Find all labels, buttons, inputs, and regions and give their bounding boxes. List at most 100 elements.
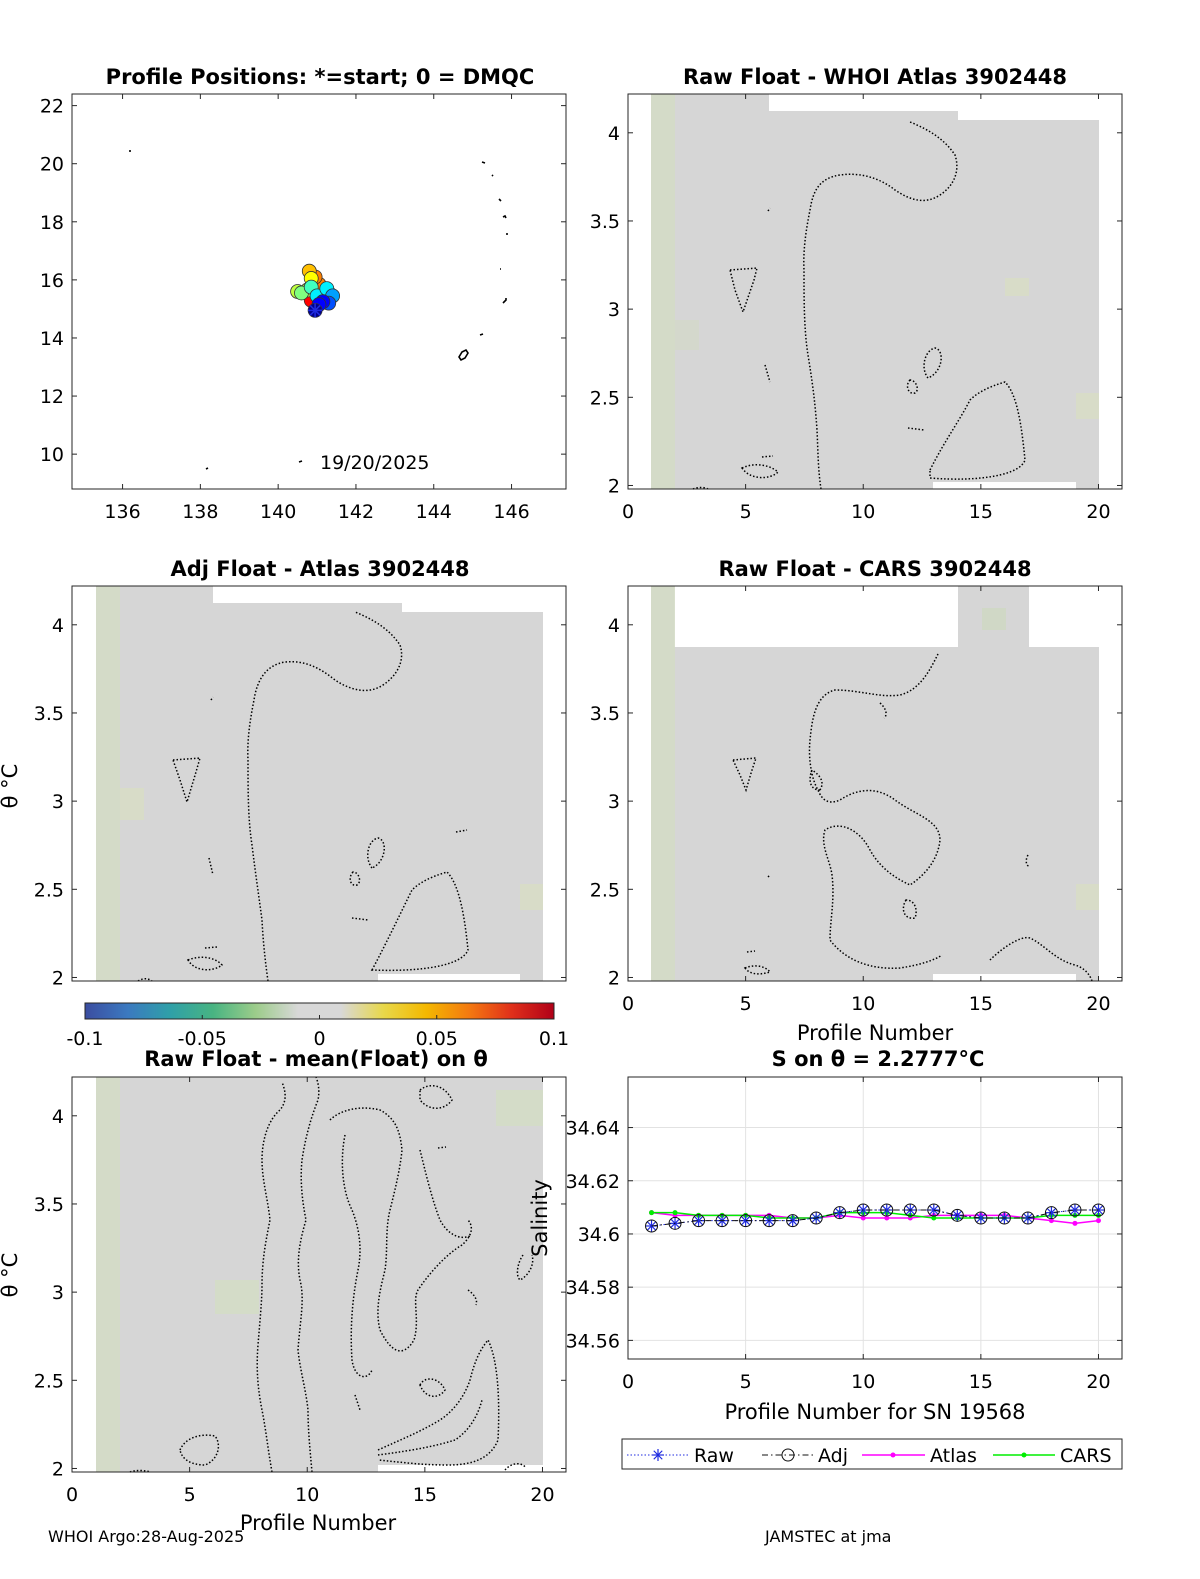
adj-panel-title: Adj Float - Atlas 3902448 [170,557,469,581]
salinity-panel-title: S on θ = 2.2777°C [772,1047,985,1071]
series-adj-point [645,1219,659,1233]
adj-ylabel: θ °C [0,764,22,809]
salinity-xtick-label: 5 [740,1371,752,1393]
cars-xlabel: Profile Number [797,1021,954,1045]
map-ytick-label: 10 [40,444,64,466]
whoi-xtick-label: 15 [969,501,993,523]
legend-adj-marker [781,1448,795,1462]
legend: Raw Adj Atlas CARS [621,1438,1123,1470]
series-adj-point [1068,1203,1082,1217]
map-ytick-label: 22 [40,96,64,118]
map-xtick-label: 136 [104,501,140,523]
map-ytick-label: 14 [40,328,64,350]
salinity-axes: 0 5 10 15 20 34.56 34.58 34.6 34.62 34.64 [566,1077,1122,1393]
mean-xtick-label: 15 [413,1484,437,1506]
legend-atlas: Atlas [930,1445,977,1467]
series-raw-point [882,1205,892,1215]
series-raw-point [787,1215,798,1226]
series-cars-point [672,1210,678,1216]
mean-xtick-label: 10 [295,1484,319,1506]
colorbar-tick-label: 0.05 [416,1028,458,1050]
legend-atlas-marker [890,1452,896,1458]
series-raw-point [693,1215,704,1226]
cars-ytick-label: 3.5 [590,703,620,725]
mean-xtick-label: 0 [66,1484,78,1506]
whoi-panel: 0 5 10 15 20 2 2.5 3 3.5 4 [590,93,1123,523]
series-raw-point [646,1221,657,1231]
series-adj-point [739,1214,753,1228]
whoi-panel-title: Raw Float - WHOI Atlas 3902448 [683,65,1067,89]
series-adj-point [974,1211,988,1225]
series-adj-point [880,1203,894,1217]
salinity-ytick-label: 34.6 [578,1224,620,1246]
colorbar-ticks: -0.1 -0.05 0 0.05 0.1 [66,1015,569,1050]
adj-contours [137,611,469,982]
cars-ytick-label: 4 [608,615,620,637]
cars-xtick-label: 10 [851,993,875,1015]
cars-xtick-label: 15 [969,993,993,1015]
adj-panel: 2 2.5 3 3.5 4 [34,585,567,989]
colorbar-tick-label: -0.05 [178,1028,227,1050]
mean-xlabel: Profile Number [240,1511,397,1535]
salinity-xtick-label: 10 [851,1371,875,1393]
mean-ytick-label: 3.5 [34,1194,64,1216]
adj-ytick-label: 3 [52,791,64,813]
map-ytick-label: 18 [40,212,64,234]
colorbar-tick-label: 0 [313,1028,325,1050]
mean-ytick-label: 2 [52,1458,64,1480]
whoi-xtick-label: 0 [622,501,634,523]
salinity-ytick-label: 34.56 [566,1330,620,1352]
series-raw-point [1046,1208,1057,1218]
colorbar-tick-label: 0.1 [539,1028,569,1050]
legend-cars: CARS [1060,1445,1112,1467]
map-ytick-label: 12 [40,386,64,408]
legend-cars-marker [1021,1452,1027,1458]
cars-ytick-label: 2.5 [590,879,620,901]
cars-contours [731,653,1093,982]
cars-xtick-label: 5 [740,993,752,1015]
cars-panel: 0 5 10 15 20 2 2.5 3 3.5 4 [590,585,1123,1015]
whoi-ytick-label: 2 [608,475,620,497]
whoi-ytick-label: 4 [608,123,620,145]
map-xtick-label: 146 [493,501,529,523]
map-xtick-label: 138 [182,501,218,523]
adj-axes: 2 2.5 3 3.5 4 [34,615,566,989]
whoi-xtick-label: 20 [1086,501,1110,523]
map-xtick-label: 140 [260,501,296,523]
series-adj-point [786,1214,800,1228]
salinity-xtick-label: 15 [969,1371,993,1393]
salinity-xtick-label: 20 [1086,1371,1110,1393]
mean-xtick-label: 5 [184,1484,196,1506]
series-adj-point [856,1203,870,1217]
mean-axes: 0 5 10 15 20 2 2.5 3 3.5 4 [34,1077,566,1506]
series-adj-point [1044,1206,1058,1220]
legend-raw-marker [652,1449,664,1461]
mean-ytick-label: 4 [52,1106,64,1128]
series-atlas-point [884,1215,890,1221]
map-xtick-label: 144 [416,501,452,523]
footer-right: JAMSTEC at jma [764,1527,891,1546]
start-marker [308,303,323,318]
cars-xtick-label: 20 [1086,993,1110,1015]
colorbar: -0.1 -0.05 0 0.05 0.1 [66,1002,569,1050]
start-star-stroke [309,304,321,316]
colorbar-tick-label: -0.1 [66,1028,103,1050]
map-ytick-label: 20 [40,154,64,176]
map-ytick-label: 16 [40,270,64,292]
series-atlas-point [1072,1220,1078,1226]
adj-ytick-label: 2.5 [34,879,64,901]
coastline-islands [129,150,508,470]
series-adj-point [692,1214,706,1228]
series-raw-point [929,1205,939,1215]
map-date-label: 19/20/2025 [320,452,430,474]
series-adj-point [809,1211,823,1225]
whoi-anomaly-field [651,94,1099,489]
salinity-ytick-label: 34.58 [566,1277,620,1299]
cars-ytick-label: 3 [608,791,620,813]
mean-ytick-label: 3 [52,1282,64,1304]
cars-anomaly-field [651,586,1099,981]
mean-xtick-label: 20 [530,1484,554,1506]
series-raw-point [952,1210,963,1221]
series-adj-line [651,1209,1099,1227]
series-adj-point [762,1214,776,1228]
